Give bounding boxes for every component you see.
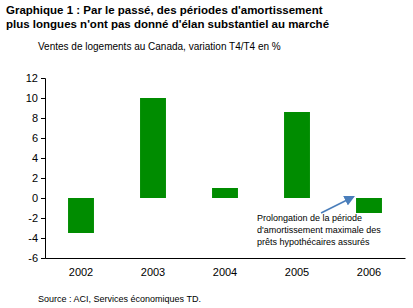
x-tick-label: 2005	[285, 266, 309, 278]
y-tick-mark	[41, 158, 45, 159]
y-tick: 12	[26, 72, 45, 84]
chart: Graphique 1 : Par le passé, des périodes…	[0, 0, 413, 308]
y-tick-label: 8	[32, 112, 38, 124]
y-tick: -6	[28, 252, 45, 264]
x-tick: 2003	[141, 258, 165, 278]
bars	[68, 98, 382, 233]
title: Graphique 1 : Par le passé, des périodes…	[6, 4, 329, 30]
x-tick-label: 2006	[357, 266, 381, 278]
y-tick: 0	[32, 192, 45, 204]
y-tick: 2	[32, 172, 45, 184]
y-tick-label: 4	[32, 152, 38, 164]
y-tick: -4	[28, 232, 45, 244]
y-tick-mark	[41, 118, 45, 119]
title-line: Graphique 1 : Par le passé, des périodes…	[6, 4, 323, 16]
y-tick: -2	[28, 212, 45, 224]
bar	[140, 98, 166, 198]
x-tick-label: 2003	[141, 266, 165, 278]
title-line: plus longues n'ont pas donné d'élan subs…	[6, 18, 329, 30]
x-axis: 2002 2003 2004 2005 2006	[46, 258, 406, 278]
y-axis: -6 -4 -2 0 2 4 6 8 10 12	[26, 72, 46, 264]
annotation: Prolongation de la période d'amortissemen…	[257, 213, 381, 247]
y-tick-mark	[41, 138, 45, 139]
y-tick: 8	[32, 112, 45, 124]
y-tick-mark	[41, 238, 45, 239]
y-tick-label: -4	[28, 232, 38, 244]
y-tick-label: 12	[26, 72, 38, 84]
y-tick-mark	[41, 78, 45, 79]
x-tick: 2004	[213, 258, 237, 278]
y-tick-mark	[41, 178, 45, 179]
y-tick: 10	[26, 92, 45, 104]
y-tick-label: 6	[32, 132, 38, 144]
subtitle: Ventes de logements au Canada, variation…	[38, 41, 281, 52]
source: Source : ACI, Services économiques TD.	[38, 294, 201, 304]
y-tick-label: -6	[28, 252, 38, 264]
annotation-line: d'amortissement maximale des	[257, 225, 381, 235]
x-tick-label: 2002	[69, 266, 93, 278]
y-tick-mark	[41, 218, 45, 219]
annotation-arrow	[321, 197, 353, 213]
annotation-line: prêts hypothécaires assurés	[257, 237, 370, 247]
x-axis-line	[46, 258, 406, 259]
y-tick-label: 0	[32, 192, 38, 204]
x-tick: 2002	[69, 258, 93, 278]
y-tick-label: -2	[28, 212, 38, 224]
x-tick: 2006	[357, 258, 381, 278]
bar	[212, 188, 238, 198]
y-tick-label: 10	[26, 92, 38, 104]
x-tick-label: 2004	[213, 266, 237, 278]
plot: -6 -4 -2 0 2 4 6 8 10 12 2002 2003 2004 2005 2006 Prolo…	[26, 72, 406, 278]
y-tick-mark	[41, 258, 45, 259]
bar	[68, 198, 94, 233]
bar	[284, 112, 310, 198]
annotation-line: Prolongation de la période	[257, 213, 362, 223]
y-tick: 6	[32, 132, 45, 144]
y-tick-mark	[41, 198, 45, 199]
y-tick-label: 2	[32, 172, 38, 184]
y-tick: 4	[32, 152, 45, 164]
y-axis-line	[41, 79, 46, 259]
y-tick-mark	[41, 98, 45, 99]
background	[0, 0, 413, 308]
bar	[356, 198, 382, 213]
x-tick: 2005	[285, 258, 309, 278]
